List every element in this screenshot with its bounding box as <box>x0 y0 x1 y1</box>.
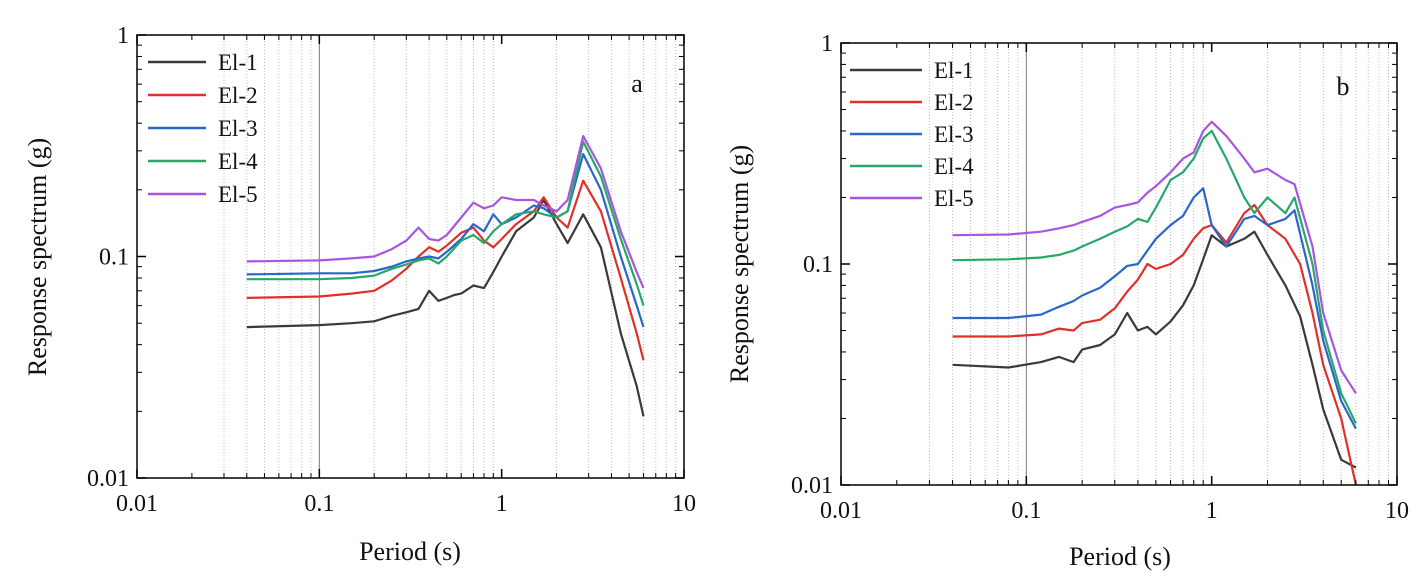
panel-b: 0.01 0.1 1 10 0.01 0.1 1 b Period (s) Response… <box>725 31 1409 571</box>
plot-lines-b <box>952 120 1357 486</box>
legend-label-El-5: El-5 <box>934 186 974 211</box>
series-line-El-1 <box>246 198 645 417</box>
legend-label-El-3: El-3 <box>218 116 258 141</box>
legend-label-El-5: El-5 <box>218 182 258 207</box>
series-line-El-3 <box>246 153 645 328</box>
grid-lines-b <box>928 43 1390 485</box>
y-tick-label: 0.01 <box>791 473 833 499</box>
panel-label-b: b <box>1337 72 1350 101</box>
y-tick-label: 1 <box>117 23 129 49</box>
grid-lines-a <box>223 35 677 478</box>
series-line-El-3 <box>952 187 1357 430</box>
series-line-El-2 <box>952 203 1357 486</box>
y-tick-label: 1 <box>821 31 833 57</box>
x-tick-label: 1 <box>496 491 508 517</box>
series-line-El-5 <box>246 134 645 289</box>
series-line-El-2 <box>246 179 645 361</box>
y-axis-label-b: Response spectrum (g) <box>725 145 754 383</box>
series-line-El-4 <box>246 140 645 306</box>
legend-label-El-4: El-4 <box>218 149 258 174</box>
x-tick-label: 0.1 <box>304 491 334 517</box>
legend-label-El-2: El-2 <box>218 83 258 108</box>
y-tick-label: 0.1 <box>803 252 833 278</box>
legend-a: El-1 El-2 El-3 El-4 El-5 <box>148 50 258 207</box>
legend-label-El-2: El-2 <box>934 90 974 115</box>
y-tick-label: 0.01 <box>87 466 129 492</box>
panel-label-a: a <box>631 69 643 98</box>
legend-label-El-1: El-1 <box>934 58 974 83</box>
x-tick-label: 10 <box>672 491 696 517</box>
x-axis-label-a: Period (s) <box>359 537 461 566</box>
legend-label-El-3: El-3 <box>934 122 974 147</box>
ticks-a: 0.01 0.1 1 10 0.01 0.1 1 <box>87 23 696 517</box>
series-line-El-5 <box>952 120 1357 394</box>
ticks-b: 0.01 0.1 1 10 0.01 0.1 1 <box>791 31 1409 524</box>
panel-a: 0.01 0.1 1 10 0.01 0.1 1 a Period (s) Response… <box>23 23 696 566</box>
legend-b: El-1 El-2 El-3 El-4 El-5 <box>850 58 974 211</box>
x-tick-label: 0.01 <box>116 491 158 517</box>
legend-label-El-1: El-1 <box>218 50 258 75</box>
y-tick-label: 0.1 <box>99 245 129 271</box>
legend-label-El-4: El-4 <box>934 154 974 179</box>
y-axis-label-a: Response spectrum (g) <box>23 138 52 376</box>
plot-lines-a <box>246 134 645 417</box>
x-axis-label-b: Period (s) <box>1069 542 1171 571</box>
x-tick-label: 1 <box>1206 498 1218 524</box>
x-tick-label: 0.01 <box>820 498 862 524</box>
series-line-El-1 <box>952 230 1357 469</box>
x-tick-label: 10 <box>1385 498 1409 524</box>
series-line-El-4 <box>952 129 1357 424</box>
x-tick-label: 0.1 <box>1011 498 1041 524</box>
